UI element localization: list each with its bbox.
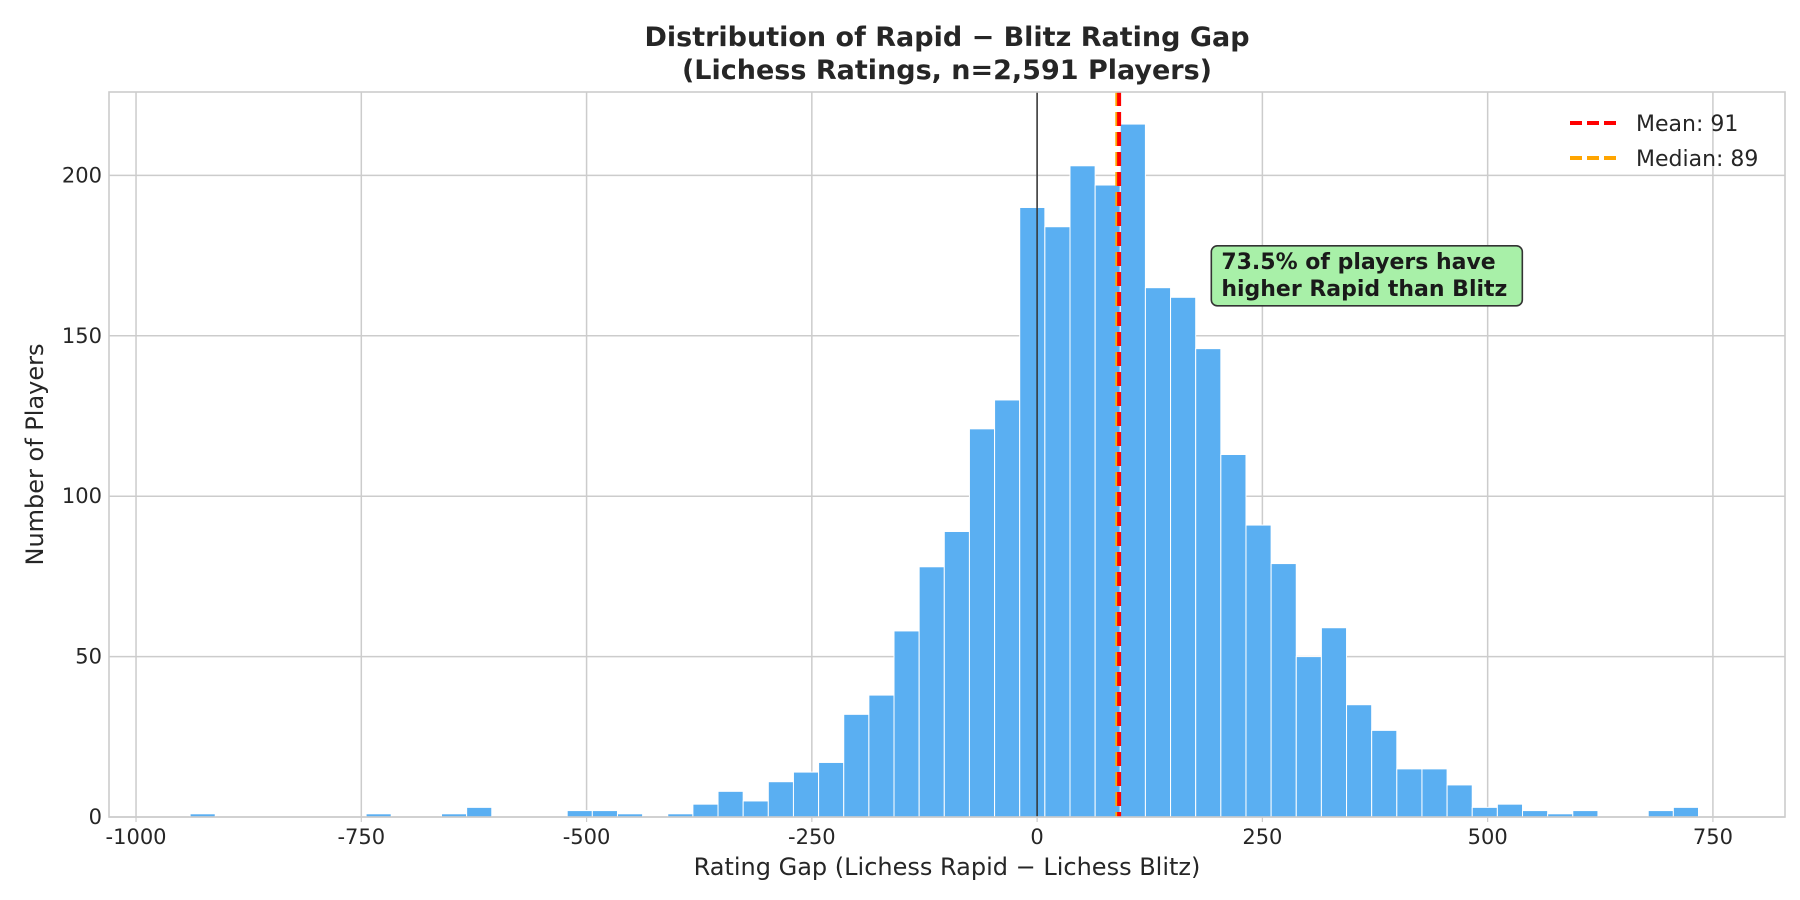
histogram-bar	[1396, 768, 1423, 818]
histogram-bar	[1220, 454, 1247, 818]
x-tick-label: 250	[1242, 825, 1282, 849]
plot-frame	[108, 91, 1786, 818]
histogram-bar	[1421, 768, 1448, 818]
histogram-bar	[1346, 704, 1373, 818]
chart-title-line: (Lichess Ratings, n=2,591 Players)	[682, 55, 1212, 86]
histogram-bar	[1069, 165, 1096, 818]
y-tick-label: 150	[62, 324, 102, 348]
x-axis-label: Rating Gap (Lichess Rapid − Lichess Blit…	[694, 853, 1201, 881]
histogram-bar	[1044, 226, 1071, 818]
annotation-text: 73.5% of players have	[1221, 250, 1495, 275]
histogram-bar	[1195, 348, 1222, 818]
x-tick-label: 750	[1693, 825, 1733, 849]
histogram-bar	[792, 771, 820, 818]
x-tick-label: -750	[337, 825, 385, 849]
histogram-bar	[1170, 296, 1197, 818]
histogram-bars	[189, 123, 1699, 818]
y-tick-label: 0	[89, 805, 102, 829]
histogram-bar	[717, 790, 744, 818]
annotation-text: higher Rapid than Blitz	[1221, 277, 1507, 302]
histogram-bar	[742, 800, 769, 818]
y-axis-label: Number of Players	[21, 344, 49, 566]
y-tick-label: 50	[75, 645, 102, 669]
x-tick-label: 0	[1030, 825, 1043, 849]
histogram-bar	[1245, 524, 1272, 818]
histogram-bar	[1320, 627, 1348, 818]
histogram-bar	[843, 713, 870, 818]
y-tick-label: 100	[62, 484, 102, 508]
histogram-bar	[868, 694, 895, 818]
histogram-bar	[1019, 206, 1046, 818]
histogram-bar	[818, 761, 845, 818]
histogram-bar	[1496, 803, 1524, 818]
x-tick-label: -250	[788, 825, 836, 849]
x-tick-label: -1000	[106, 825, 167, 849]
histogram-bar	[994, 399, 1021, 818]
legend-label: Mean: 91	[1636, 112, 1738, 137]
histogram-bar	[1446, 784, 1473, 818]
y-tick-label: 200	[62, 163, 102, 187]
histogram-bar	[1144, 287, 1172, 818]
histogram-bar	[943, 530, 970, 818]
histogram-bar	[918, 566, 945, 818]
histogram-bar	[767, 781, 794, 818]
chart-title: Distribution of Rapid − Blitz Rating Gap…	[644, 22, 1249, 86]
x-axis-ticks: -1000 -750 -500 -250 0 250 500 750	[106, 817, 1733, 849]
annotation-box-bg	[1210, 245, 1524, 307]
histogram-bar	[893, 630, 920, 818]
reference-lines	[1036, 92, 1122, 817]
histogram-bar	[1295, 656, 1322, 818]
histogram-bar	[968, 428, 996, 818]
histogram-bar	[1647, 810, 1674, 818]
legend-label: Median: 89	[1636, 147, 1758, 172]
histogram-bar	[466, 806, 493, 818]
histogram-bar	[1270, 563, 1297, 818]
histogram-bar	[1371, 729, 1398, 818]
x-tick-label: -500	[563, 825, 611, 849]
histogram-bar	[566, 810, 593, 818]
chart-title-line: Distribution of Rapid − Blitz Rating Gap	[644, 22, 1249, 53]
histogram-bar	[1522, 810, 1549, 818]
histogram-bar	[1471, 806, 1498, 818]
y-axis-ticks: 0 50 100 150 200	[62, 163, 102, 829]
legend: Mean: 91 Median: 89	[1570, 112, 1758, 172]
histogram-bar	[692, 803, 719, 818]
x-tick-label: 500	[1468, 825, 1508, 849]
histogram-bar	[591, 810, 618, 818]
histogram-bar	[1572, 810, 1599, 818]
histogram-bar	[1119, 123, 1146, 818]
histogram-bar	[1672, 806, 1699, 818]
